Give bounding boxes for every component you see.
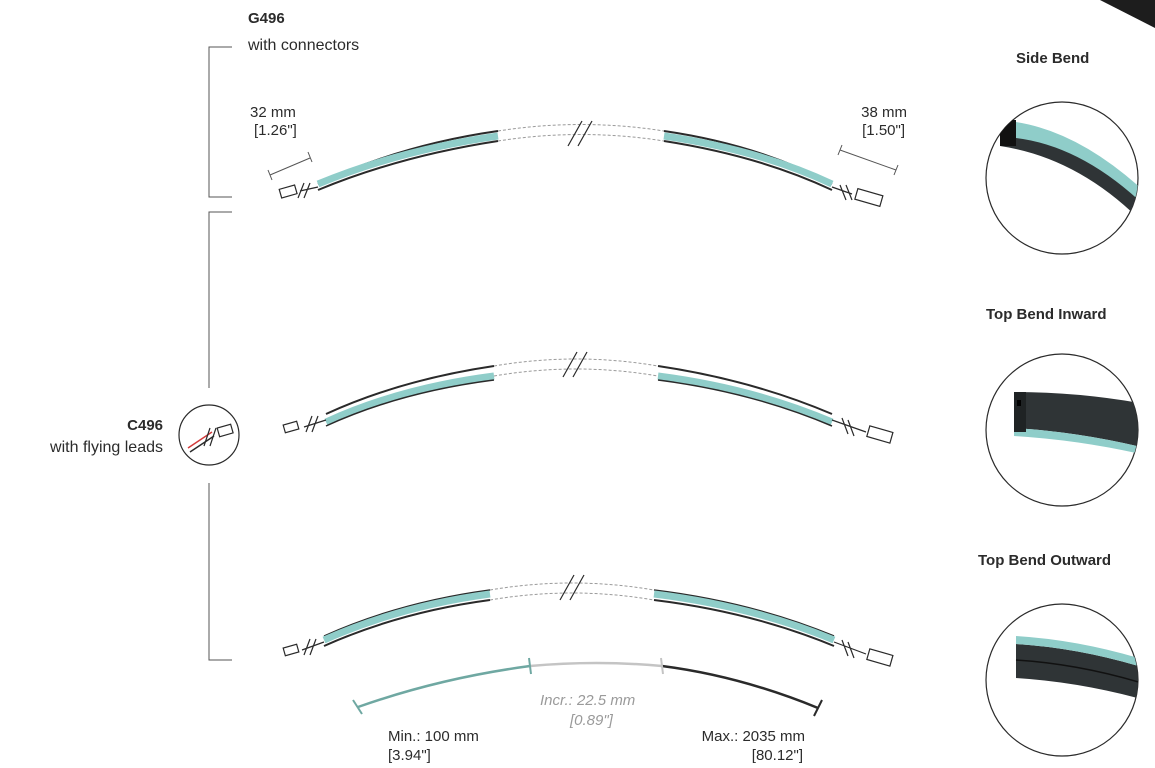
scale-min-label: Min.: 100 mm — [388, 728, 479, 745]
scale-max-segment — [661, 664, 819, 710]
strip-c496-bottom — [282, 574, 894, 667]
flying-leads-detail-icon — [178, 404, 240, 466]
scale-incr-segment — [529, 661, 663, 668]
left-connector-length-inch: [1.26"] — [254, 122, 297, 139]
bend-title-top-outward: Top Bend Outward — [978, 552, 1112, 569]
corner-mark — [1100, 0, 1155, 28]
c496-desc: with flying leads — [50, 439, 163, 456]
side-bend-profile-icon — [985, 101, 1139, 255]
scale-min-inch: [3.94"] — [388, 747, 431, 764]
top-bend-outward-profile-icon — [985, 603, 1139, 757]
scale-incr-label: Incr.: 22.5 mm — [540, 692, 636, 709]
c496-bracket — [208, 211, 232, 661]
right-connector-length-inch: [1.50"] — [862, 122, 905, 139]
strip-c496-top — [282, 351, 894, 444]
scale-max-inch: [80.12"] — [751, 747, 803, 764]
bend-title-side: Side Bend — [1016, 50, 1090, 67]
c496-code: C496 — [127, 417, 163, 434]
bend-title-top-inward: Top Bend Inward — [986, 306, 1107, 323]
strip-g496 — [267, 120, 899, 208]
scale-min-segment — [357, 664, 531, 709]
top-bend-inward-profile-icon — [985, 353, 1139, 507]
scale-incr-inch: [0.89"] — [570, 712, 613, 729]
left-connector-length-mm: 32 mm — [250, 104, 296, 121]
scale-max-label: Max.: 2035 mm — [701, 728, 805, 745]
length-scale — [352, 657, 823, 717]
right-connector-length-mm: 38 mm — [861, 104, 907, 121]
g496-desc: with connectors — [248, 37, 360, 54]
g496-bracket — [208, 46, 232, 198]
g496-code: G496 — [248, 10, 285, 27]
